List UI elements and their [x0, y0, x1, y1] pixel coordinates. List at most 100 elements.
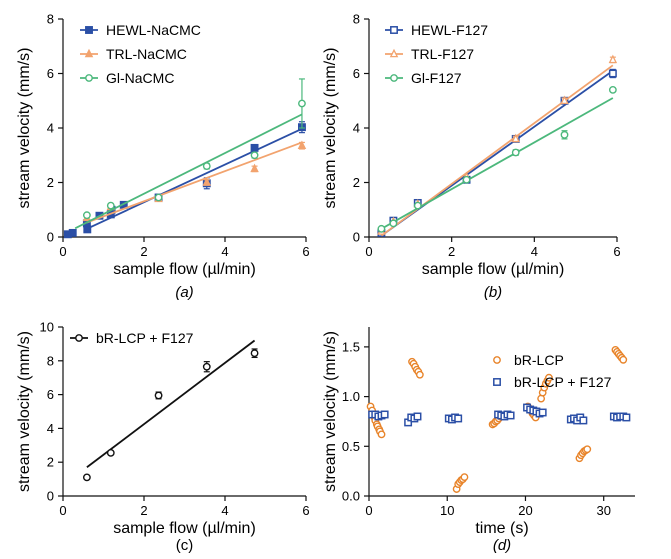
x-tick-label: 30: [596, 503, 610, 518]
y-tick-label: 2: [47, 175, 54, 190]
y-tick-label: 4: [47, 121, 54, 136]
panel-label: (c): [176, 537, 194, 554]
data-point: [250, 349, 259, 358]
data-point: [106, 201, 115, 210]
legend-marker: [85, 26, 93, 34]
x-tick-label: 0: [59, 503, 66, 518]
legend-label: Gl-NaCMC: [106, 70, 174, 86]
legend-label: bR-LCP + F127: [514, 374, 612, 390]
legend-marker: [85, 74, 93, 82]
data-point: [511, 148, 520, 157]
x-axis-label: sample flow (µl/min): [422, 261, 565, 278]
chart-panel-d: 0 10 20 30 0.0 0.5 1.0 1.5 time (s) stream veloci…: [322, 327, 635, 554]
data-point: [608, 69, 617, 78]
panel-label: (a): [175, 284, 193, 301]
y-tick-label: 0: [47, 230, 54, 245]
data-point: [454, 414, 463, 423]
legend-label: HEWL-NaCMC: [106, 22, 201, 38]
fit-line: [380, 97, 614, 230]
x-tick-label: 2: [140, 503, 147, 518]
data-point: [583, 445, 592, 454]
data-point: [202, 162, 211, 171]
y-tick-label: 6: [353, 66, 360, 81]
data-point: [545, 373, 553, 382]
data-point: [462, 175, 471, 184]
series-b-3: [377, 85, 617, 233]
x-axis-label: time (s): [475, 520, 528, 537]
x-tick-label: 4: [531, 244, 538, 259]
data-point: [560, 130, 569, 139]
data-point: [298, 99, 306, 108]
data-point: [506, 411, 515, 420]
series-a-1: [63, 121, 306, 239]
data-point: [250, 143, 259, 152]
data-point: [460, 473, 469, 482]
data-point: [154, 193, 163, 202]
y-axis-label: stream velocity (mm/s): [322, 48, 339, 209]
fit-line: [86, 339, 256, 468]
data-point: [415, 370, 424, 379]
x-axis-label: sample flow (µl/min): [113, 520, 256, 537]
legend-marker: [84, 48, 94, 58]
x-tick-label: 2: [140, 244, 147, 259]
legend-item: Gl-F127: [385, 70, 462, 86]
series-a-2: [82, 140, 307, 224]
x-tick-label: 6: [613, 244, 620, 259]
y-tick-label: 0: [47, 489, 54, 504]
legend-label: TRL-F127: [411, 46, 474, 62]
data-point: [106, 449, 115, 457]
y-tick-label: 6: [47, 66, 54, 81]
y-tick-label: 8: [47, 12, 54, 27]
y-tick-label: 10: [40, 320, 54, 335]
legend-item: bR-LCP + F127: [70, 330, 194, 346]
x-tick-label: 6: [302, 503, 309, 518]
data-point: [560, 95, 569, 104]
data-point: [297, 140, 307, 149]
legend-label: bR-LCP: [514, 352, 564, 368]
series-d-2: [368, 403, 631, 427]
legend-item: TRL-NaCMC: [80, 46, 187, 62]
y-axis-label: stream velocity (mm/s): [322, 331, 339, 492]
data-point: [250, 151, 259, 160]
legend-item: bR-LCP + F127: [493, 374, 612, 390]
data-point: [377, 430, 386, 439]
y-tick-label: 2: [47, 455, 54, 470]
data-point: [154, 391, 163, 400]
legend-label: Gl-F127: [411, 70, 462, 86]
series-c-1: [82, 339, 259, 482]
data-point: [538, 408, 547, 417]
legend-marker: [390, 74, 398, 82]
y-axis-label: stream velocity (mm/s): [16, 48, 33, 209]
legend-label: bR-LCP + F127: [96, 330, 194, 346]
panel-label: (d): [493, 537, 511, 554]
y-tick-label: 6: [47, 387, 54, 402]
legend-marker: [389, 48, 399, 58]
legend-item: Gl-NaCMC: [80, 70, 174, 86]
legend-label: TRL-NaCMC: [106, 46, 187, 62]
data-point: [82, 211, 91, 220]
legend-label: HEWL-F127: [411, 22, 488, 38]
x-tick-label: 6: [302, 244, 309, 259]
data-point: [82, 473, 91, 482]
y-tick-label: 1.5: [342, 339, 360, 354]
data-point: [202, 177, 212, 186]
x-tick-label: 4: [221, 244, 228, 259]
data-point: [579, 416, 588, 425]
legend-item: HEWL-F127: [385, 22, 488, 38]
data-point: [608, 85, 617, 94]
x-tick-label: 0: [59, 244, 66, 259]
x-tick-label: 0: [365, 244, 372, 259]
data-point: [413, 412, 422, 421]
data-point: [619, 355, 628, 364]
x-axis-label: sample flow (µl/min): [113, 261, 256, 278]
x-tick-label: 4: [221, 503, 228, 518]
legend-marker: [493, 378, 501, 386]
legend-item: bR-LCP: [493, 352, 564, 368]
data-point: [68, 228, 77, 237]
x-tick-label: 0: [365, 503, 372, 518]
data-point: [511, 133, 520, 143]
chart-panel-b: 0 2 4 6 0 2 4 6 8 sample flow (µl/min) stream velo…: [322, 12, 621, 302]
y-tick-label: 0.5: [342, 439, 360, 454]
